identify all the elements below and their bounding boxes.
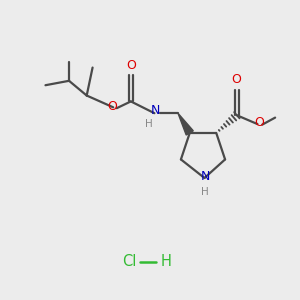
Text: H: H xyxy=(145,119,153,129)
Text: N: N xyxy=(151,104,160,117)
Text: Cl: Cl xyxy=(122,254,136,269)
Text: O: O xyxy=(126,59,136,72)
Text: H: H xyxy=(201,187,209,197)
Text: O: O xyxy=(107,100,117,113)
Text: O: O xyxy=(254,116,264,129)
Text: H: H xyxy=(161,254,172,269)
Text: O: O xyxy=(231,73,241,86)
Polygon shape xyxy=(178,113,193,135)
Text: N: N xyxy=(200,170,210,183)
